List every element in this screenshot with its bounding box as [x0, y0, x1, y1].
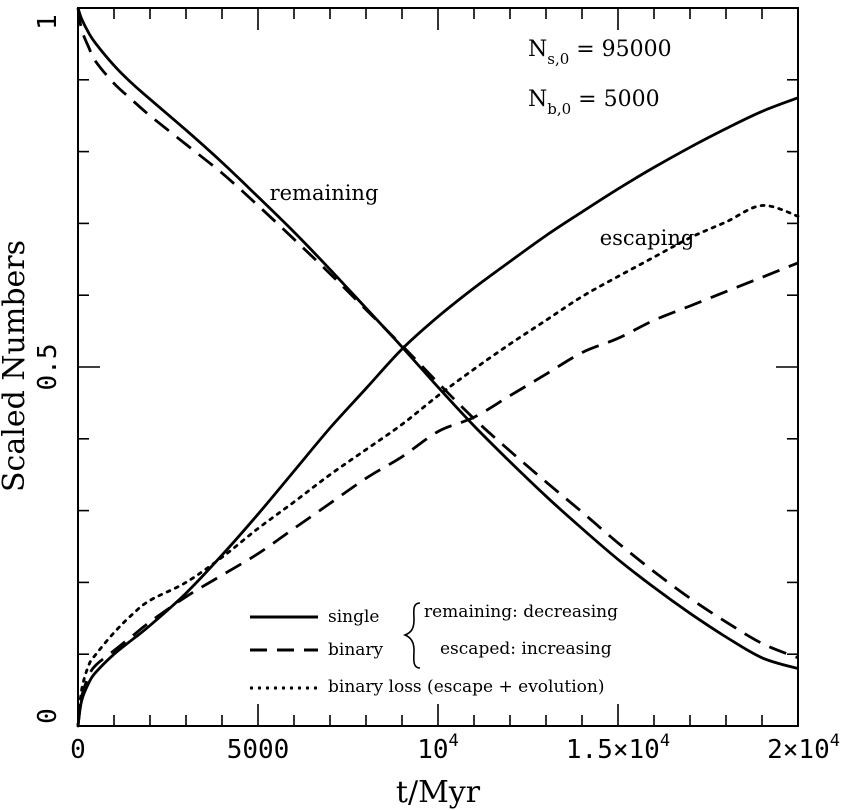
annotation-escaping: escaping — [600, 226, 695, 250]
series-line-1-dashed — [76, 7, 799, 660]
legend-label-binary: binary — [328, 640, 384, 660]
series-layer — [76, 7, 800, 728]
x-tick-labels: 0 5000 104 1.5×104 2×104 — [70, 731, 840, 765]
legend: single binary binary loss (escape + evol… — [250, 602, 618, 697]
series-line-3-dashed — [76, 261, 799, 727]
legend-brace — [402, 602, 421, 669]
x-axis-label: t/Myr — [396, 775, 481, 810]
x-tick-label: 1.5×104 — [566, 731, 670, 765]
series-line-4-dotted — [76, 204, 800, 728]
x-tick-label: 2×104 — [767, 731, 840, 765]
x-tick-label: 5000 — [227, 735, 290, 765]
annotation-ns0: Ns,0 = 95000 — [528, 37, 672, 68]
legend-desc-remaining: remaining: decreasing — [424, 602, 618, 622]
series-line-2-solid — [76, 96, 799, 727]
y-tick-label: 0.5 — [33, 344, 63, 391]
series-line-0-solid — [76, 7, 799, 670]
annotation-nb0: Nb,0 = 5000 — [528, 87, 660, 118]
y-tick-labels: 00.51 — [33, 14, 63, 724]
y-axis-label: Scaled Numbers — [0, 240, 32, 492]
legend-desc-escaped: escaped: increasing — [440, 639, 612, 659]
annotation-remaining: remaining — [270, 181, 379, 205]
legend-label-binary-loss: binary loss (escape + evolution) — [328, 677, 605, 697]
x-tick-label: 0 — [70, 735, 86, 765]
axis-ticks — [77, 7, 799, 727]
y-tick-label: 0 — [33, 708, 63, 724]
x-tick-label: 104 — [417, 731, 459, 765]
legend-label-single: single — [328, 607, 380, 627]
y-tick-label: 1 — [33, 14, 63, 30]
